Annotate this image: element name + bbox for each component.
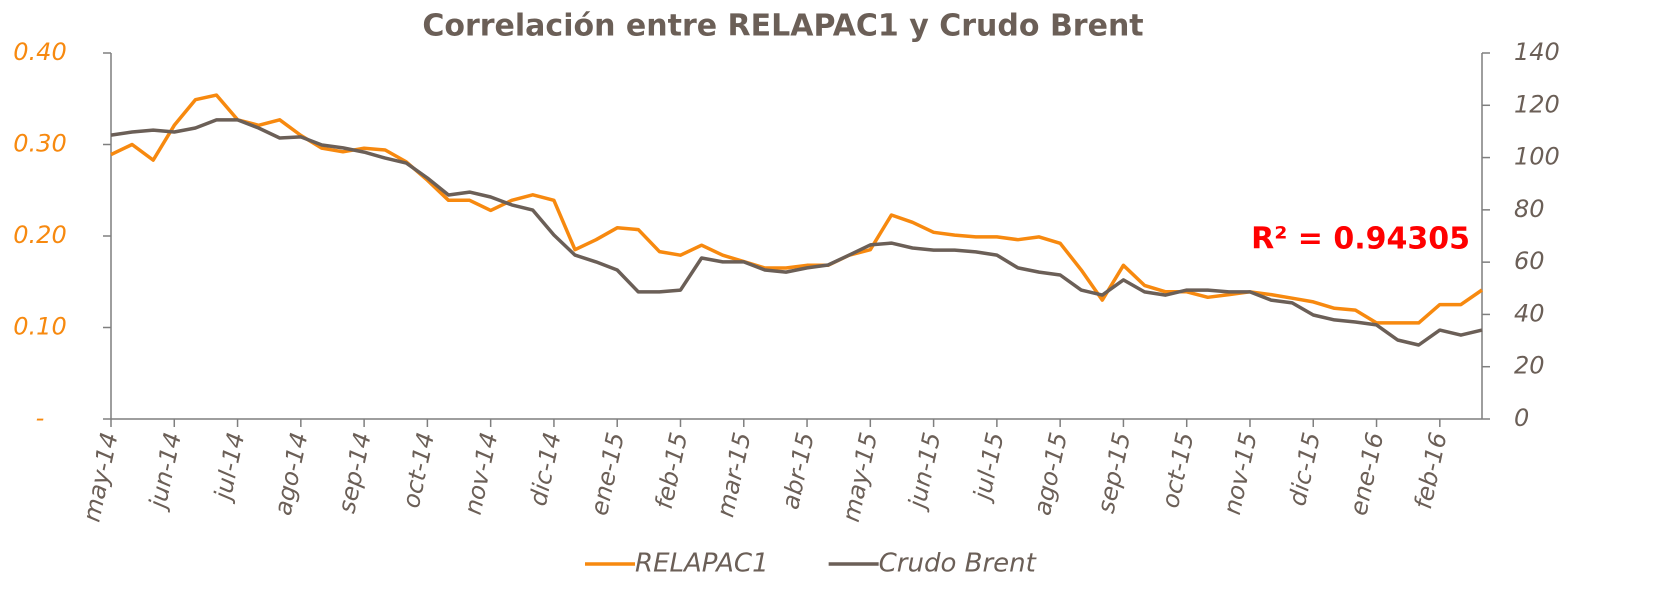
y-tick-label: - [36,404,45,432]
x-tick-label: sep-15 [1092,430,1136,516]
legend-label: RELAPAC1 [635,549,769,579]
annotation: R² = 0.94305 [1251,222,1470,257]
x-tick-label: jun-15 [902,430,946,513]
x-tick-label: may-15 [837,430,883,524]
y-tick-label: 0.30 [13,130,66,158]
y2-tick-label: 80 [1514,195,1545,223]
x-tick-label: ago-14 [269,430,314,518]
y-tick-label: 0.40 [13,38,66,66]
legend-label: Crudo Brent [879,549,1037,579]
x-tick-label: oct-14 [397,430,440,511]
x-tick-label: ago-15 [1028,430,1073,518]
x-tick-label: dic-15 [1283,430,1326,508]
x-tick-label: dic-14 [524,430,567,508]
x-tick-label: mar-15 [711,430,756,520]
x-tick-label: jul-15 [967,430,1009,505]
y2-tick-label: 60 [1514,247,1545,275]
line-series [110,118,1483,347]
x-tick-label: nov-15 [1218,430,1263,517]
x-tick-label: abr-15 [776,430,820,512]
y2-tick-label: 40 [1514,299,1545,327]
y2-tick-label: 20 [1514,352,1545,380]
y2-tick-label: 140 [1514,38,1560,66]
chart-title: Correlación entre RELAPAC1 y Crudo Brent [422,9,1143,44]
line-series [110,93,1483,325]
y-tick-label: 0.20 [13,221,66,249]
x-tick-label: jun-14 [143,430,187,513]
x-tick-label: oct-15 [1156,430,1199,511]
x-tick-label: jul-14 [208,430,250,505]
x-tick-label: feb-16 [1409,430,1453,512]
x-tick-label: feb-15 [650,430,694,512]
x-tick-label: may-14 [77,430,123,524]
y-tick-label: 0.10 [13,313,66,341]
x-tick-label: nov-14 [459,430,504,517]
x-tick-label: sep-14 [332,430,376,516]
x-tick-label: ene-16 [1344,430,1389,518]
y2-tick-label: 100 [1514,143,1560,171]
y2-tick-label: 0 [1514,404,1529,432]
y2-tick-label: 120 [1514,90,1560,118]
x-tick-label: ene-15 [585,430,630,518]
